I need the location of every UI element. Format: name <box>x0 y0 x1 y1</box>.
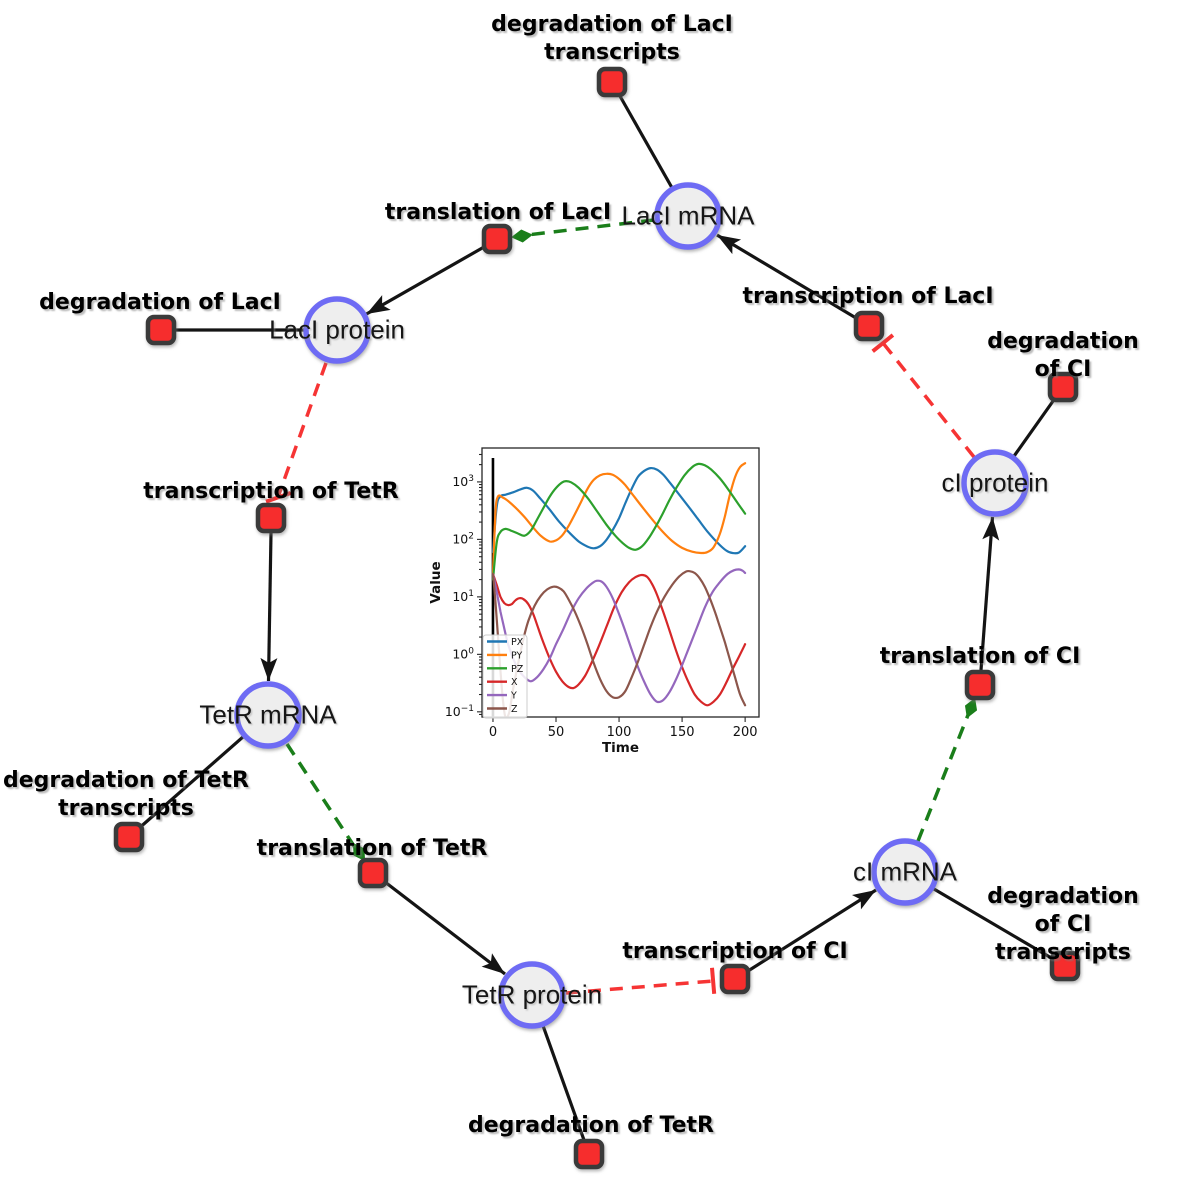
label-ci-protein: cI protein <box>941 467 1049 498</box>
species-node-tetr-mrna[interactable] <box>234 681 302 749</box>
reaction-node-transcription-ci[interactable] <box>719 963 751 995</box>
edge-tetr-protein-inhibits-ci-transcription <box>565 979 714 995</box>
label-ci-mrna: cI mRNA <box>853 856 957 887</box>
svg-text:102: 102 <box>452 531 474 546</box>
chart-line-X <box>491 572 747 707</box>
svg-text:100: 100 <box>607 725 632 740</box>
reaction-node-transcription-tetr[interactable] <box>255 502 287 534</box>
species-node-ci-protein[interactable] <box>961 449 1029 517</box>
species-node-laci-protein[interactable] <box>303 296 371 364</box>
arrowhead-icon <box>481 953 505 974</box>
svg-text:10−1: 10−1 <box>445 704 474 719</box>
arrowhead-icon <box>851 890 876 910</box>
chart-line-Y <box>491 568 747 704</box>
legend-label-X: X <box>511 677 518 688</box>
edge-transcription-tetr-to-mrna <box>266 532 273 682</box>
label-laci-protein: LacI protein <box>269 314 405 345</box>
svg-text:50: 50 <box>548 725 565 740</box>
svg-text:150: 150 <box>670 725 695 740</box>
edge-translation-laci-to-protein <box>365 245 485 316</box>
chart-xlabel: Time <box>602 740 639 756</box>
label-translation-tetr: translation of TetR <box>256 836 488 862</box>
reaction-node-translation-tetr[interactable] <box>357 857 389 889</box>
label-degradation-tetr: degradation of TetR <box>467 1113 715 1139</box>
reaction-node-degradation-tetr[interactable] <box>573 1138 605 1170</box>
edge-transcription-ci-to-mrna <box>747 888 877 973</box>
legend-label-PY: PY <box>511 650 523 661</box>
chart-line-Z <box>491 569 747 717</box>
chart-ylabel: Value <box>428 561 444 603</box>
label-translation-laci: translation of LacI <box>384 200 612 226</box>
species-node-tetr-protein[interactable] <box>498 961 566 1029</box>
inhibition-tee-icon <box>710 967 717 994</box>
species-node-laci-mrna[interactable] <box>654 182 722 250</box>
label-degradation-laci: degradation of LacI <box>39 290 281 316</box>
label-transcription-tetr: transcription of TetR <box>143 479 399 505</box>
svg-text:101: 101 <box>452 589 474 604</box>
arrowhead-icon <box>366 295 391 314</box>
edge-translation-tetr-to-protein <box>384 880 506 976</box>
label-tetr-mrna: TetR mRNA <box>199 699 337 730</box>
simulation-plot: 0 50 100 150 200 10−1 100 101 102 103 Time Value PX P… <box>428 432 778 766</box>
reaction-node-translation-ci[interactable] <box>964 669 996 701</box>
edge-ci-protein-inhibits-laci-transcription <box>881 341 976 459</box>
arrowhead-icon <box>260 657 278 681</box>
label-degradation-laci-transcripts: degradation of LacI transcripts <box>491 12 733 65</box>
simulation-plot-canvas: 0 50 100 150 20010−1100101102103TimeValuePXP… <box>428 447 760 756</box>
chart-line-PX <box>491 466 747 555</box>
label-translation-ci: translation of CI <box>879 644 1081 670</box>
label-degradation-ci: degradation of CI <box>987 329 1139 382</box>
legend-label-Z: Z <box>511 704 518 715</box>
chart-tick-labels: 0 50 100 150 200 10−1 100 101 102 103 <box>445 474 758 740</box>
label-tetr-protein: TetR protein <box>461 979 603 1010</box>
edge-translation-ci-to-protein <box>979 516 995 671</box>
reaction-node-translation-laci[interactable] <box>481 223 513 255</box>
reaction-node-degradation-laci-transcripts[interactable] <box>596 66 628 98</box>
inhibition-tee-icon <box>871 333 895 353</box>
edge-transcription-laci-to-mrna <box>716 233 857 320</box>
label-transcription-laci: transcription of LacI <box>742 284 994 310</box>
reaction-node-transcription-laci[interactable] <box>853 310 885 342</box>
activation-diamond-icon <box>964 697 978 719</box>
svg-text:103: 103 <box>452 474 474 489</box>
edge-tetr-mrna-activates-translation <box>285 743 358 850</box>
label-degradation-ci-transcripts: degradation of CI transcripts <box>987 884 1139 965</box>
svg-text:0: 0 <box>489 725 497 740</box>
edge-laci-protein-inhibits-tetr-transcription <box>276 362 328 498</box>
chart-legend: PX PY PZ XYZ <box>482 634 528 719</box>
chart-spines <box>481 447 760 718</box>
legend-label-PZ: PZ <box>511 664 524 675</box>
label-laci-mrna: LacI mRNA <box>621 200 755 231</box>
reaction-node-degradation-laci[interactable] <box>145 314 177 346</box>
arrowhead-icon <box>717 235 742 255</box>
arrowhead-icon <box>982 517 1000 541</box>
legend-label-PX: PX <box>511 637 524 648</box>
label-transcription-ci: transcription of CI <box>622 939 848 965</box>
label-degradation-tetr-transcripts: degradation of TetR transcripts <box>2 768 250 821</box>
chart-series <box>491 462 747 717</box>
legend-label-Y: Y <box>510 691 517 702</box>
svg-text:100: 100 <box>452 646 474 661</box>
reaction-node-degradation-tetr-transcripts[interactable] <box>113 821 145 853</box>
species-node-ci-mrna[interactable] <box>871 838 939 906</box>
chart-ticks <box>477 453 746 722</box>
edge-ci-mrna-activates-translation <box>916 714 970 842</box>
inhibition-tee-icon <box>265 491 292 504</box>
chart-line-PZ <box>491 462 747 581</box>
reaction-node-degradation-ci[interactable] <box>1047 371 1079 403</box>
chart-line-PY <box>491 462 747 576</box>
activation-diamond-icon <box>511 229 533 243</box>
svg-text:200: 200 <box>733 725 758 740</box>
activation-diamond-icon <box>352 842 366 862</box>
reaction-node-degradation-ci-transcripts[interactable] <box>1049 950 1081 982</box>
